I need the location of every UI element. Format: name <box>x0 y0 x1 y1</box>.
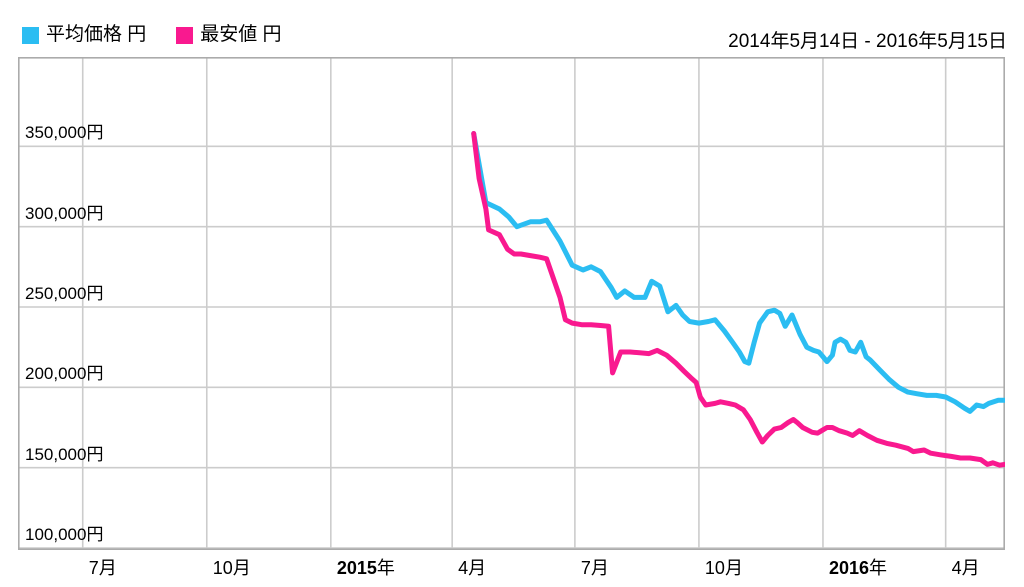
chart-legend: 平均価格 円 最安値 円 <box>22 25 282 45</box>
average-price-swatch-icon <box>22 26 39 44</box>
y-axis-label: 350,000円 <box>25 123 104 143</box>
x-axis-label: 10月 <box>212 558 251 578</box>
y-axis-label: 100,000円 <box>25 524 104 544</box>
legend-item-average-price[interactable]: 平均価格 円 <box>22 25 146 45</box>
y-axis-label: 250,000円 <box>25 283 104 303</box>
x-axis-label: 10月 <box>704 558 743 578</box>
legend-lowest-price-label: 最安値 円 <box>200 24 282 45</box>
date-range-label: 2014年5月14日 - 2016年5月15日 <box>728 31 1007 52</box>
lowest-price-swatch-icon <box>176 26 194 44</box>
legend-average-price-label: 平均価格 円 <box>46 24 147 45</box>
y-axis-label: 300,000円 <box>25 203 104 223</box>
x-axis-label: 7月 <box>88 558 117 578</box>
x-axis-label: 4月 <box>458 558 487 578</box>
x-axis-label: 2015年 <box>336 558 395 578</box>
y-axis-label: 200,000円 <box>25 364 104 384</box>
x-axis-label: 7月 <box>580 558 609 578</box>
legend-item-lowest-price[interactable]: 最安値 円 <box>176 24 282 45</box>
plot-border <box>18 57 1005 550</box>
average-price-line <box>471 131 1005 414</box>
plot-svg <box>18 57 1005 550</box>
lowest-price-line <box>471 131 1005 468</box>
plot-area <box>18 57 1005 550</box>
x-axis-label: 4月 <box>951 558 980 578</box>
y-axis-label: 150,000円 <box>25 444 104 464</box>
x-axis-label: 2016年 <box>828 558 888 578</box>
